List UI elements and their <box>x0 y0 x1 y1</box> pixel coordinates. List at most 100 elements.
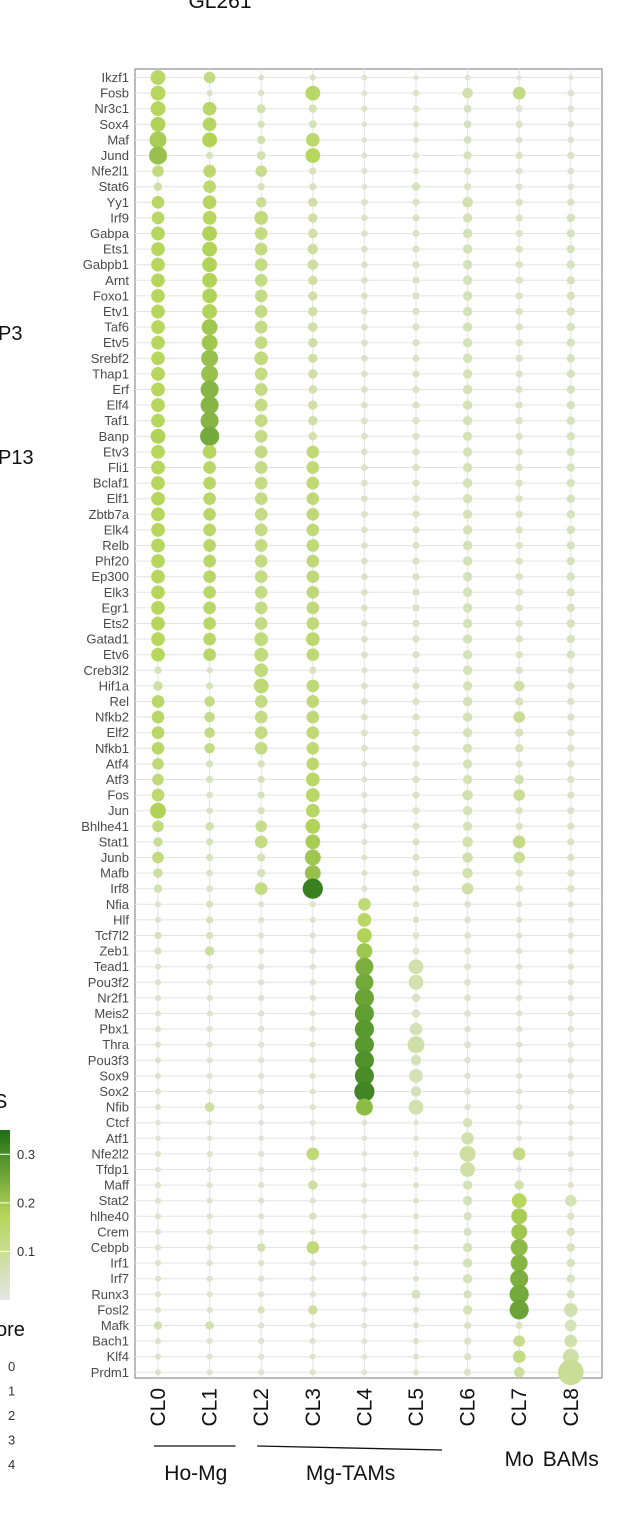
dot-Elk3-CL2 <box>254 585 268 599</box>
dot-Hif1a-CL2 <box>253 678 269 694</box>
gene-label: Runx3 <box>91 1287 129 1302</box>
dot-Nfe2l1-CL7 <box>515 167 523 175</box>
dot-Atf3-CL4 <box>361 776 368 783</box>
dot-Nfia-CL7 <box>516 901 523 908</box>
size-legend-label: 2 <box>8 1408 15 1423</box>
dot-Mafk-CL5 <box>412 1322 420 1329</box>
dot-Irf9-CL6 <box>462 213 473 223</box>
dot-Taf6-CL8 <box>566 322 575 332</box>
dot-Relb-CL5 <box>412 541 420 550</box>
dot-Cebpb-CL6 <box>462 1242 473 1253</box>
gene-label: Sox4 <box>99 117 129 132</box>
dot-Banp-CL2 <box>254 429 268 443</box>
dot-Egr1-CL3 <box>306 601 320 615</box>
dot-Jun-CL4 <box>361 807 368 814</box>
gene-label: Foxo1 <box>93 288 129 303</box>
dot-Pou3f3-CL5 <box>410 1055 422 1066</box>
dot-Phf20-CL2 <box>254 554 268 568</box>
dot-Irf9-CL4 <box>361 214 368 222</box>
dot-Etv5-CL0 <box>151 335 165 350</box>
dot-Stat6-CL6 <box>463 183 472 191</box>
gene-label: Taf1 <box>104 413 129 428</box>
dot-Jun-CL3 <box>305 803 320 818</box>
dot-Taf6-CL6 <box>462 322 473 332</box>
gene-label: Hif1a <box>99 678 130 693</box>
group-label: BAMs <box>543 1448 599 1471</box>
dot-Fos-CL4 <box>361 792 368 799</box>
dot-Elk3-CL8 <box>566 588 575 597</box>
dot-Tfdp1-CL5 <box>413 1166 419 1173</box>
dot-Stat2-CL8 <box>565 1194 577 1207</box>
dot-Zbtb7a-CL4 <box>361 510 368 518</box>
dot-Meis2-CL5 <box>411 1009 421 1018</box>
dot-Relb-CL0 <box>151 538 165 553</box>
dot-Stat2-CL3 <box>309 1197 316 1204</box>
dot-Nfia-CL3 <box>309 901 316 908</box>
dot-Ikzf1-CL5 <box>413 74 419 81</box>
dot-Irf8-CL2 <box>254 882 268 896</box>
dot-Tead1-CL6 <box>464 963 471 971</box>
dot-Bach1-CL0 <box>154 1338 162 1345</box>
dot-Maf-CL7 <box>515 136 523 144</box>
group-label: Ho-Mg <box>164 1462 227 1485</box>
dot-Irf1-CL2 <box>258 1260 265 1267</box>
dot-Irf7-CL4 <box>361 1275 368 1282</box>
dot-Thra-CL5 <box>407 1036 425 1054</box>
dot-Mafk-CL3 <box>309 1322 316 1329</box>
dot-Tcf7l2-CL2 <box>258 932 265 939</box>
dot-Cebpb-CL8 <box>566 1243 575 1252</box>
color-bar-ticks: 0.3 0.2 0.1 <box>0 1147 35 1259</box>
group-bracket-line <box>257 1445 443 1451</box>
dot-Nfe2l1-CL2 <box>255 165 267 177</box>
dot-Arnt-CL3 <box>308 275 318 285</box>
dot-Elf4-CL7 <box>515 401 523 409</box>
dot-Irf1-CL6 <box>462 1258 473 1268</box>
dot-Nfkb1-CL6 <box>462 743 473 753</box>
dot-Nr3c1-CL8 <box>567 105 575 113</box>
dot-Mafk-CL2 <box>258 1322 265 1329</box>
dot-Ctcf-CL2 <box>258 1119 265 1126</box>
dot-Nfkb1-CL4 <box>361 744 368 752</box>
dot-Phf20-CL8 <box>566 556 575 566</box>
dot-Etv5-CL5 <box>412 339 420 347</box>
dot-Rel-CL6 <box>462 696 473 707</box>
dot-Thap1-CL3 <box>308 369 318 379</box>
dot-Ets2-CL5 <box>412 619 420 628</box>
dot-Gabpb1-CL2 <box>254 258 268 272</box>
dot-Crem-CL3 <box>309 1228 316 1235</box>
dot-Irf8-CL6 <box>461 882 474 895</box>
dot-Nfe2l2-CL8 <box>567 1150 574 1157</box>
dot-Pbx1-CL1 <box>206 1026 213 1033</box>
dot-Atf3-CL0 <box>152 773 164 786</box>
dot-Elk4-CL5 <box>412 526 420 534</box>
dot-Pou3f2-CL4 <box>355 973 374 992</box>
dot-Nfkb2-CL2 <box>254 710 268 724</box>
dot-Etv6-CL6 <box>462 650 473 660</box>
dot-Meis2-CL1 <box>206 1010 213 1017</box>
dot-Jun-CL5 <box>412 807 420 815</box>
dot-Gatad1-CL4 <box>361 635 368 643</box>
dot-Foxo1-CL8 <box>566 291 575 301</box>
dot-Nfe2l2-CL5 <box>412 1150 420 1157</box>
dot-Yy1-CL4 <box>361 198 368 206</box>
dot-Etv1-CL3 <box>308 306 318 317</box>
dot-Thra-CL7 <box>516 1041 523 1048</box>
dot-Rel-CL3 <box>306 695 320 708</box>
dot-Sox2-CL7 <box>516 1088 523 1095</box>
dot-Klf4-CL4 <box>361 1353 368 1360</box>
dot-Tcf7l2-CL1 <box>205 931 214 940</box>
dot-Maff-CL2 <box>258 1182 265 1189</box>
dot-Maff-CL6 <box>462 1180 473 1190</box>
dot-Ep300-CL1 <box>203 570 216 584</box>
dot-Zeb1-CL0 <box>154 947 162 955</box>
dot-Sox4-CL7 <box>515 120 523 128</box>
dot-Elf2-CL8 <box>567 729 575 737</box>
dot-Nr2f1-CL6 <box>464 994 471 1002</box>
gene-label: Etv5 <box>103 335 129 350</box>
dot-Gatad1-CL6 <box>462 634 473 644</box>
dot-Gabpb1-CL1 <box>202 257 218 273</box>
dot-Etv3-CL3 <box>306 445 320 459</box>
dot-Phf20-CL6 <box>462 556 473 566</box>
cluster-group-annotations: Ho-Mg Mg-TAMs Mo BAMs <box>154 1445 599 1485</box>
dot-Sox4-CL0 <box>150 116 166 132</box>
